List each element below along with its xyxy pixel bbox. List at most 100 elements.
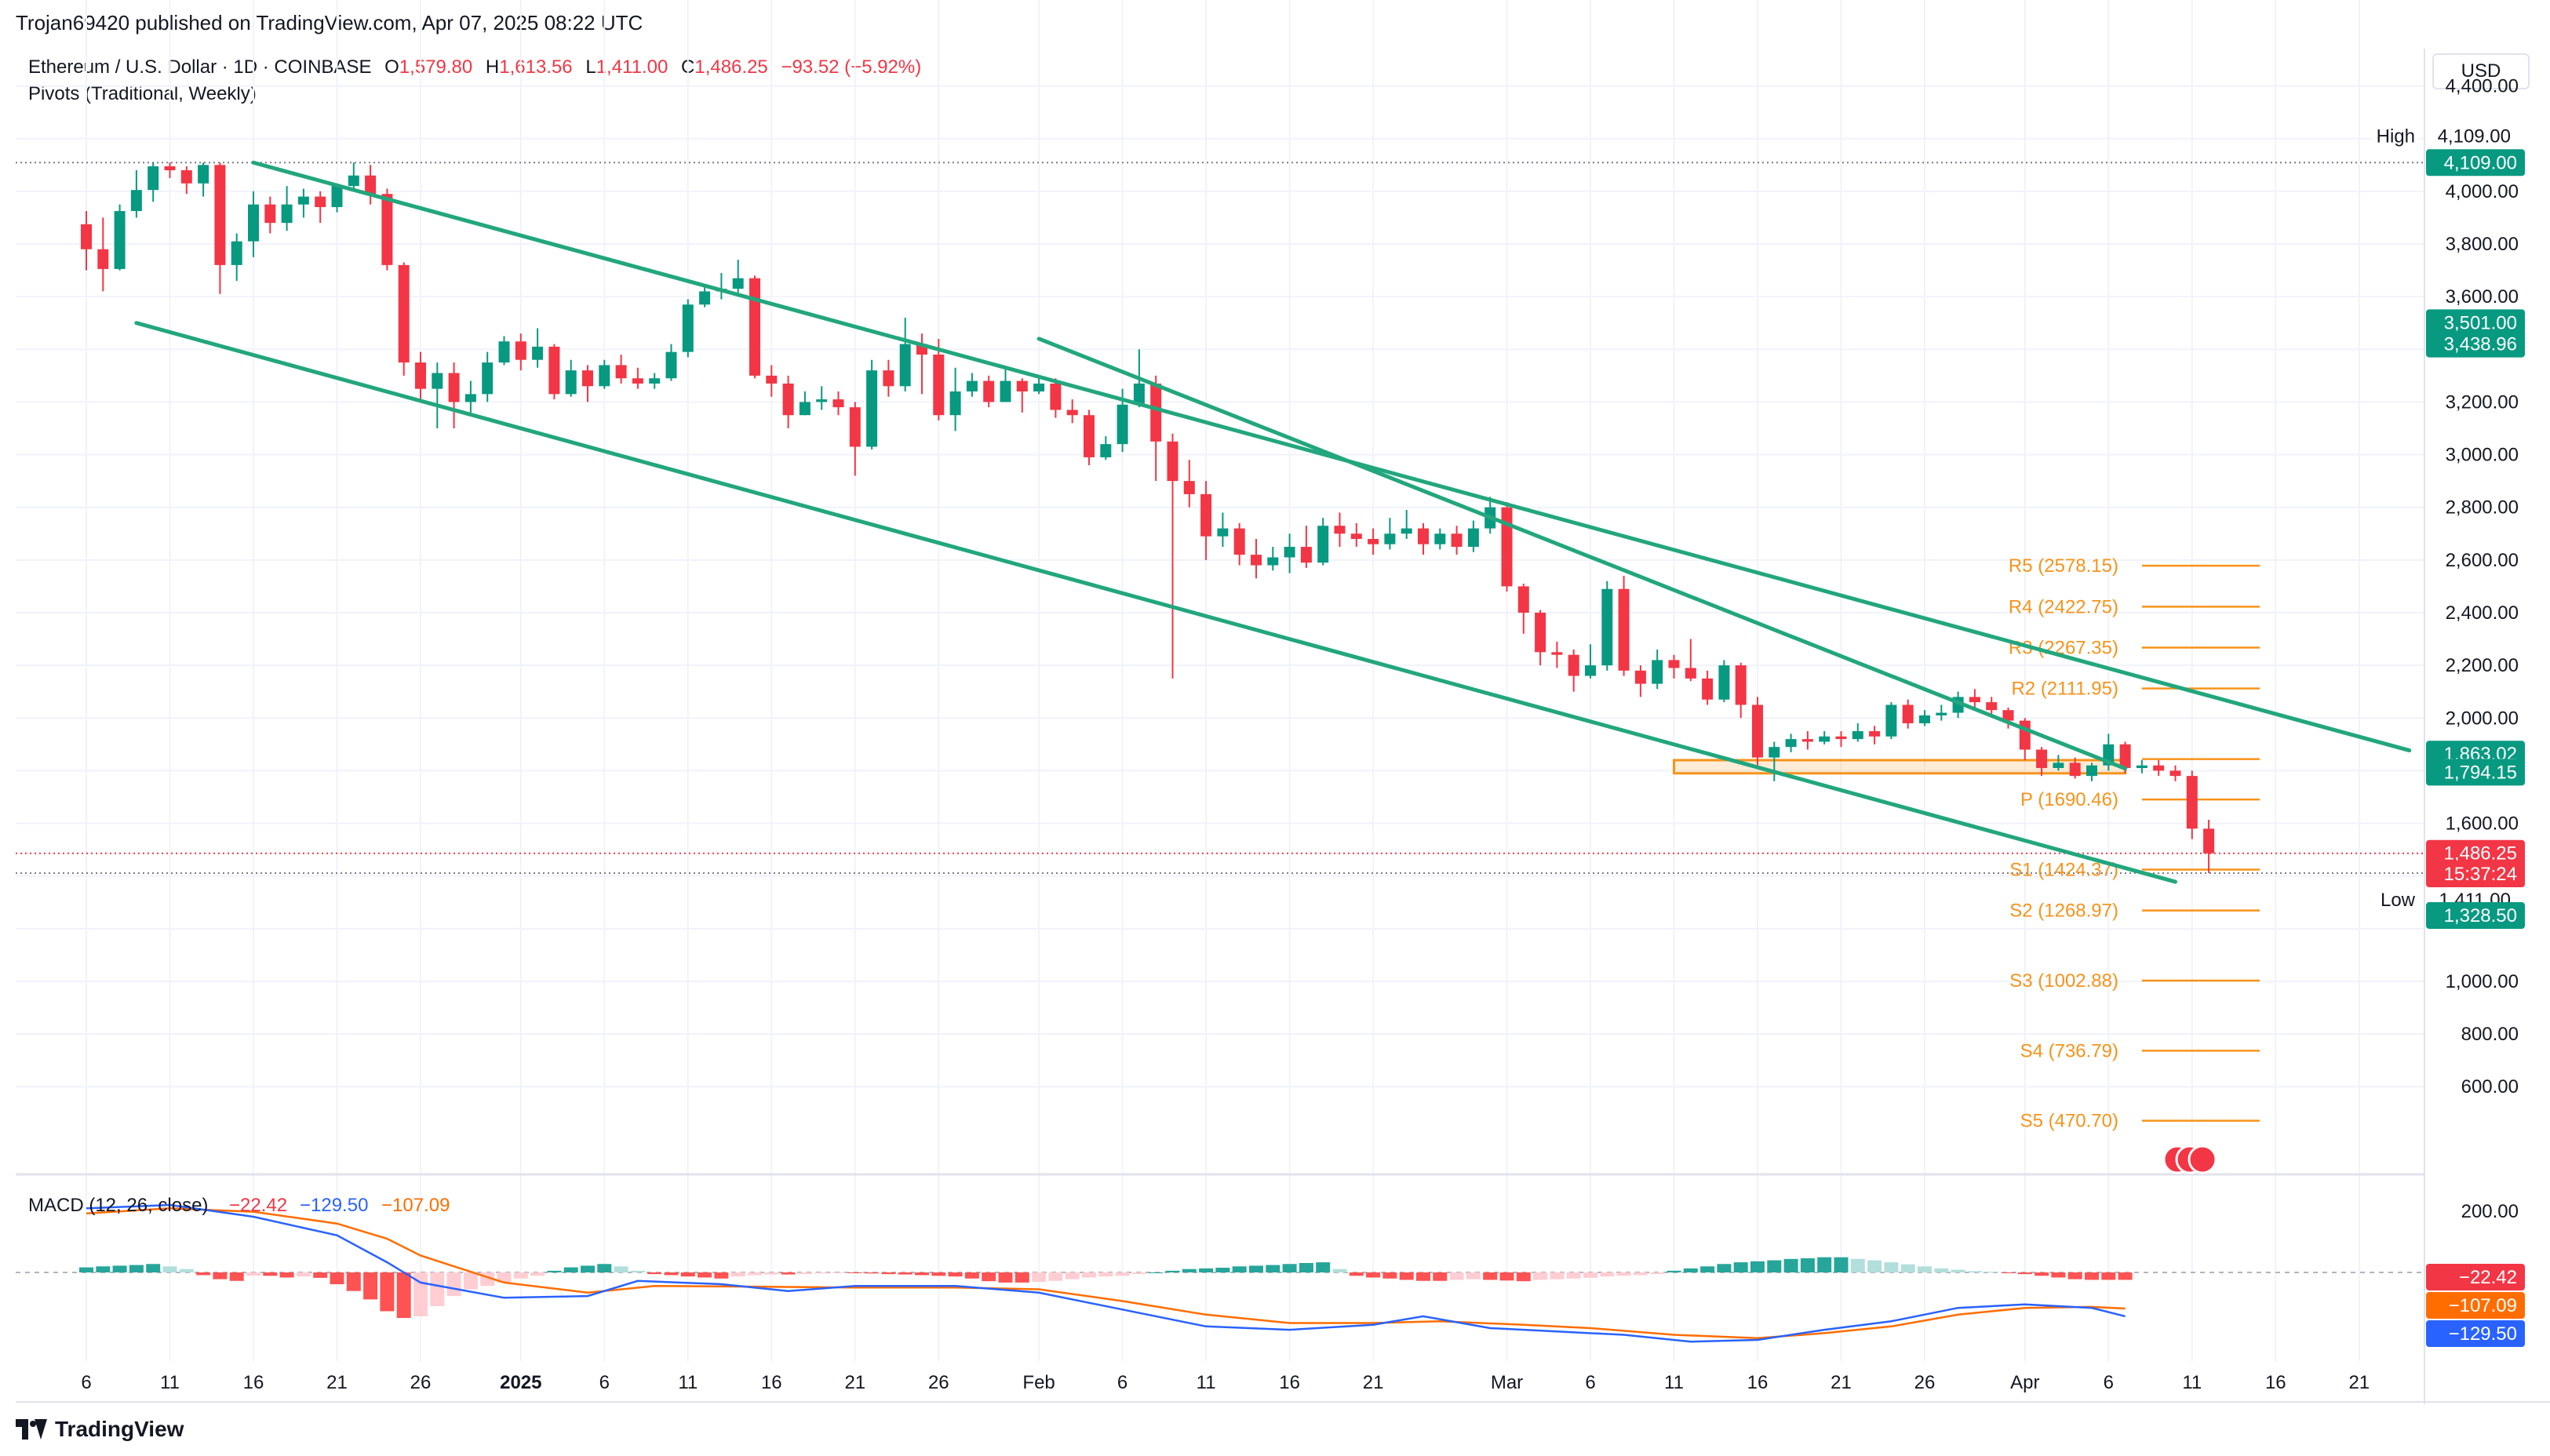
candle-body[interactable]: [498, 341, 510, 363]
candle-body[interactable]: [1200, 493, 1212, 537]
candle-body[interactable]: [130, 190, 142, 212]
chart-canvas[interactable]: 600.00 800.00 1,000.00 1,600.00 2,000.00 2,20…: [0, 0, 2550, 1412]
candle-body[interactable]: [1217, 528, 1229, 537]
candle-body[interactable]: [749, 278, 760, 376]
candle-body[interactable]: [983, 380, 995, 402]
candle-body[interactable]: [2203, 828, 2215, 854]
candle-body[interactable]: [1769, 747, 1780, 758]
candle-body[interactable]: [1919, 715, 1930, 723]
candle-body[interactable]: [1685, 668, 1696, 679]
candle-body[interactable]: [415, 362, 426, 389]
candle-body[interactable]: [281, 204, 293, 224]
tradingview-logo[interactable]: TradingView: [16, 1417, 184, 1442]
candle-body[interactable]: [2153, 765, 2165, 771]
currency-button[interactable]: USD: [2432, 53, 2530, 89]
candle-body[interactable]: [1618, 588, 1630, 671]
candle-body[interactable]: [2119, 744, 2131, 769]
candle-body[interactable]: [348, 175, 359, 187]
candle-body[interactable]: [515, 341, 526, 360]
candle-body[interactable]: [866, 370, 878, 447]
candle-body[interactable]: [198, 165, 209, 184]
candle-body[interactable]: [2036, 749, 2048, 769]
candle-body[interactable]: [766, 375, 778, 384]
candle-body[interactable]: [315, 196, 326, 208]
wedge-line-line[interactable]: [1036, 337, 2128, 771]
candle-body[interactable]: [365, 175, 377, 195]
candle-body[interactable]: [1117, 404, 1128, 445]
candle-body[interactable]: [949, 391, 961, 416]
candle-body[interactable]: [732, 278, 744, 289]
candle-body[interactable]: [1467, 528, 1479, 548]
candle-body[interactable]: [381, 194, 393, 265]
candle-body[interactable]: [448, 373, 460, 402]
candle-body[interactable]: [1718, 665, 1730, 700]
candle-body[interactable]: [180, 170, 192, 184]
candle-body[interactable]: [1535, 612, 1546, 653]
candle-body[interactable]: [264, 204, 276, 224]
candle-body[interactable]: [1885, 704, 1897, 737]
candle-body[interactable]: [1384, 533, 1396, 544]
candle-body[interactable]: [1735, 665, 1747, 705]
candle-body[interactable]: [933, 354, 945, 416]
candle-body[interactable]: [1100, 444, 1112, 457]
candle-body[interactable]: [1183, 481, 1195, 494]
candle-body[interactable]: [1267, 557, 1279, 566]
candle-body[interactable]: [214, 165, 226, 265]
candle-body[interactable]: [1634, 670, 1646, 684]
lower-channel-line[interactable]: [134, 321, 2177, 884]
candle-body[interactable]: [1835, 736, 1847, 740]
candle-body[interactable]: [432, 373, 443, 389]
candle-body[interactable]: [1936, 712, 1947, 715]
candle-body[interactable]: [799, 402, 811, 416]
candle-body[interactable]: [565, 370, 577, 395]
candle-body[interactable]: [1902, 704, 1914, 723]
candle-body[interactable]: [331, 186, 343, 208]
candle-body[interactable]: [2136, 765, 2147, 769]
candle-body[interactable]: [1300, 547, 1312, 563]
candle-body[interactable]: [1517, 586, 1529, 613]
candle-body[interactable]: [1133, 383, 1145, 405]
candle-body[interactable]: [1434, 533, 1446, 544]
candle-body[interactable]: [97, 249, 109, 269]
candle-body[interactable]: [1551, 652, 1563, 655]
candle-body[interactable]: [1033, 383, 1045, 391]
candle-body[interactable]: [699, 291, 711, 305]
candle-body[interactable]: [1000, 380, 1011, 402]
candle-body[interactable]: [81, 224, 92, 249]
candle-body[interactable]: [849, 407, 861, 447]
candle-body[interactable]: [1368, 538, 1379, 544]
candle-body[interactable]: [2053, 763, 2064, 769]
candle-body[interactable]: [1284, 547, 1295, 558]
candle-body[interactable]: [1418, 528, 1429, 544]
candle-body[interactable]: [1568, 654, 1579, 676]
candle-body[interactable]: [2169, 770, 2181, 777]
candle-body[interactable]: [1251, 555, 1262, 566]
candle-body[interactable]: [1601, 588, 1613, 666]
candle-body[interactable]: [1986, 702, 1998, 711]
candle-body[interactable]: [649, 378, 661, 384]
candle-body[interactable]: [632, 378, 643, 384]
candle-body[interactable]: [1084, 415, 1095, 457]
candle-body[interactable]: [1969, 697, 1980, 703]
candle-body[interactable]: [1585, 665, 1596, 676]
candle-body[interactable]: [1334, 526, 1346, 534]
candle-body[interactable]: [2086, 765, 2097, 777]
candle-body[interactable]: [2186, 776, 2198, 829]
candle-body[interactable]: [1869, 731, 1881, 737]
candle-body[interactable]: [248, 204, 259, 242]
symbol-legend[interactable]: Ethereum / U.S. Dollar · 1D · COINBASE O…: [28, 56, 929, 78]
candle-body[interactable]: [1050, 383, 1062, 410]
candle-body[interactable]: [832, 399, 844, 408]
candle-body[interactable]: [532, 346, 544, 360]
economic-event-icon[interactable]: [2188, 1145, 2217, 1174]
candle-body[interactable]: [2019, 720, 2031, 750]
candle-body[interactable]: [682, 304, 694, 352]
candle-body[interactable]: [548, 346, 560, 395]
candle-body[interactable]: [297, 196, 309, 205]
candle-body[interactable]: [231, 241, 242, 265]
candle-body[interactable]: [665, 351, 677, 379]
candle-body[interactable]: [114, 211, 126, 269]
candle-body[interactable]: [482, 362, 494, 395]
candle-body[interactable]: [148, 166, 159, 191]
candle-body[interactable]: [883, 370, 894, 387]
